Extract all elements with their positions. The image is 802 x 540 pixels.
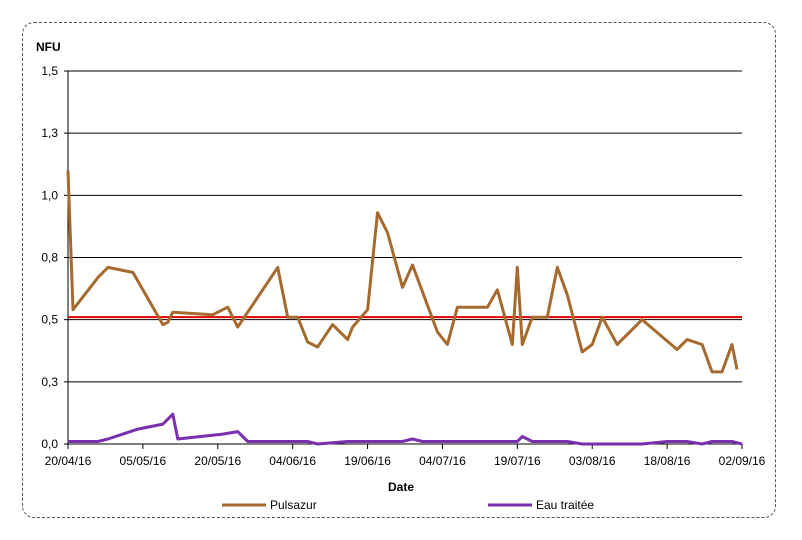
x-tick-label: 19/07/16 (494, 454, 541, 468)
x-tick-label: 04/07/16 (419, 454, 466, 468)
x-tick-label: 19/06/16 (344, 454, 391, 468)
series-line-pulsazur (66, 170, 739, 374)
legend-label: Pulsazur (270, 498, 317, 512)
legend-label: Eau traitée (536, 498, 594, 512)
x-tick-label: 04/06/16 (269, 454, 316, 468)
y-tick-label: 0,0 (41, 437, 58, 451)
x-tick-label: 20/05/16 (194, 454, 241, 468)
y-tick-label: 0,3 (41, 375, 58, 389)
legend: Pulsazur Eau traitée (222, 498, 594, 512)
x-axis-title: Date (388, 480, 414, 494)
x-tick-label: 02/09/16 (719, 454, 766, 468)
x-tick-label: 20/04/16 (45, 454, 92, 468)
series-lines (66, 170, 743, 446)
gridlines (64, 70, 742, 445)
y-tick-label: 1,0 (41, 188, 58, 202)
y-tick-label: 1,5 (41, 64, 58, 78)
y-tick-label: 1,3 (41, 126, 58, 140)
x-tick-label: 18/08/16 (644, 454, 691, 468)
y-tick-label: 0,8 (41, 251, 58, 265)
axes (67, 71, 743, 449)
y-axis-title: NFU (36, 40, 61, 54)
y-tick-label: 0,5 (41, 313, 58, 327)
x-tick-label: 05/05/16 (120, 454, 167, 468)
y-tick-labels: 0,0 0,3 0,5 0,8 1,0 1,3 1,5 (41, 64, 58, 451)
series-line-eau-traitee (68, 412, 743, 446)
x-tick-label: 03/08/16 (569, 454, 616, 468)
x-tick-labels: 20/04/16 05/05/16 20/05/16 04/06/16 19/06/16… (45, 454, 766, 468)
chart-frame (22, 22, 776, 518)
